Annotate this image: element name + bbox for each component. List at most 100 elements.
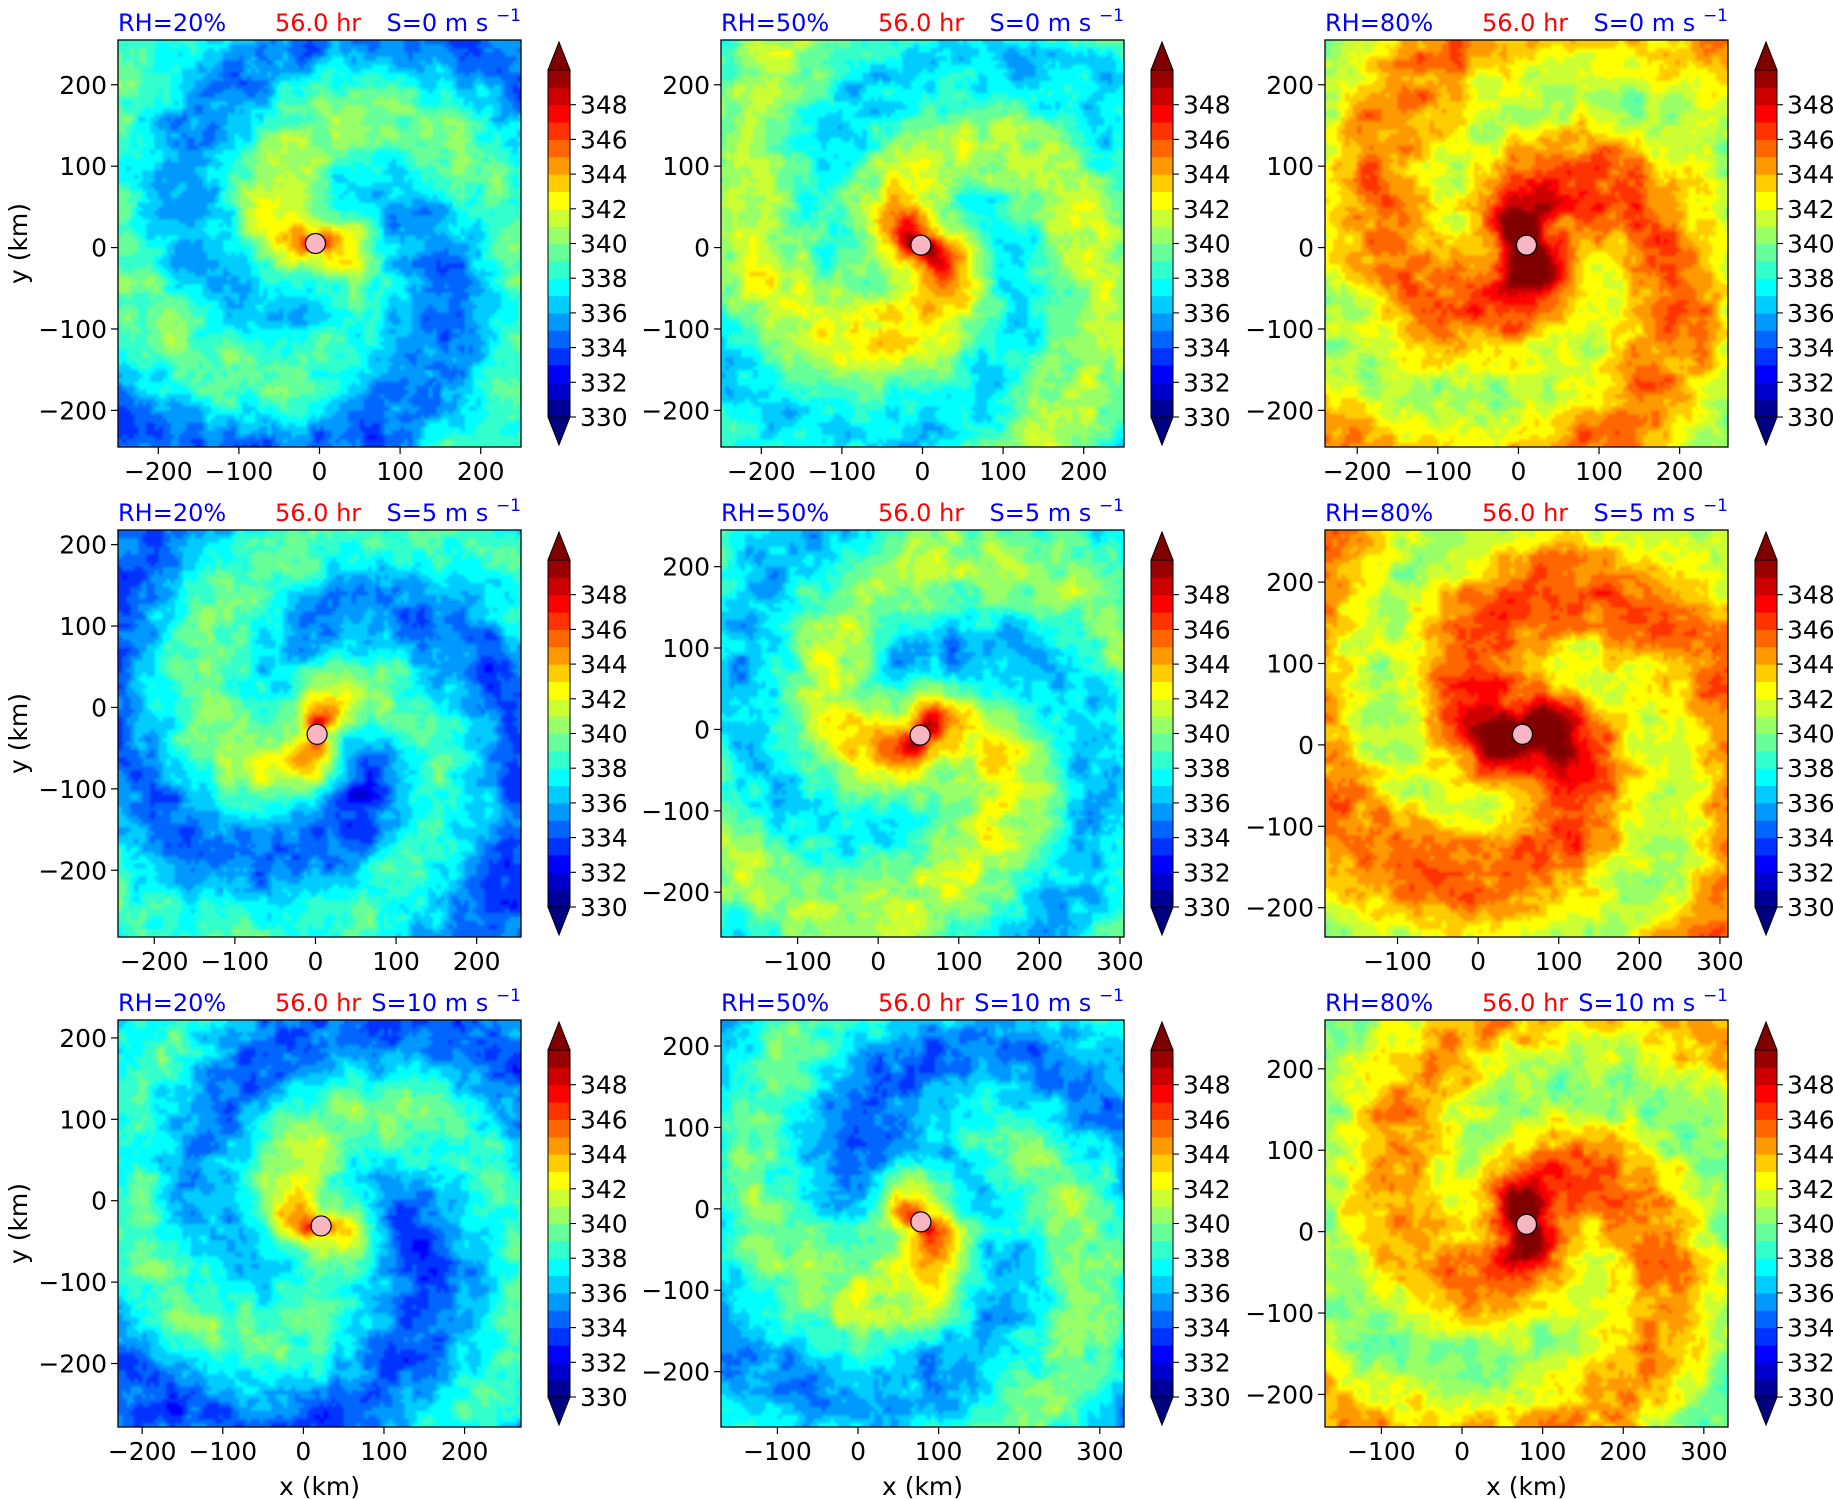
colorbar-level <box>1755 785 1777 804</box>
colorbar-tick-label: 344 <box>1183 160 1231 189</box>
colorbar: 330 332 334 336 338 340 342 344 346 348 <box>1754 530 1833 937</box>
storm-center-marker <box>1515 234 1538 256</box>
colorbar-level <box>1755 664 1777 682</box>
x-tick-label: −200 <box>124 457 193 486</box>
colorbar-level <box>1151 1275 1173 1294</box>
colorbar-level <box>1151 191 1173 210</box>
colorbar-level <box>1755 226 1777 244</box>
colorbar: 330 332 334 336 338 340 342 344 346 348 <box>1754 40 1833 447</box>
colorbar-tick-label: 334 <box>1183 824 1231 853</box>
colorbar-level <box>1755 1067 1777 1086</box>
header-rh: RH=20% <box>118 499 226 527</box>
colorbar-tick-label: 344 <box>1787 1140 1833 1169</box>
colorbar-level <box>1151 560 1173 578</box>
colorbar-level <box>1151 1171 1173 1190</box>
colorbar-level <box>1755 577 1777 596</box>
colorbar-extend-max <box>1150 40 1174 71</box>
colorbar-level <box>548 208 570 227</box>
colorbar-tick-label: 342 <box>580 1175 628 1204</box>
colorbar-level <box>548 104 570 123</box>
colorbar-level <box>1151 1310 1173 1329</box>
colorbar-level <box>1755 820 1777 839</box>
colorbar-level <box>1755 347 1777 366</box>
colorbar-level <box>1755 1327 1777 1346</box>
x-tick-label: 200 <box>1599 1437 1647 1466</box>
x-tick-label: 100 <box>360 1437 408 1466</box>
shear-exponent: −1 <box>496 986 521 1006</box>
x-tick-label: 100 <box>1575 457 1623 486</box>
colorbar-tick-label: 334 <box>1183 334 1231 363</box>
colorbar-level <box>548 243 570 262</box>
y-tick-label: 0 <box>91 1187 107 1216</box>
y-tick-label: 200 <box>662 71 710 100</box>
colorbar-level <box>548 139 570 158</box>
colorbar-tick-label: 340 <box>580 230 628 259</box>
colorbar-tick-label: 330 <box>1183 893 1231 922</box>
colorbar-tick-label: 348 <box>1183 581 1231 610</box>
colorbar-level <box>1755 733 1777 752</box>
x-tick-label: 0 <box>1470 947 1486 976</box>
colorbar-level <box>548 1292 570 1311</box>
colorbar-level <box>548 1310 570 1329</box>
colorbar-tick-label: 348 <box>580 1071 628 1100</box>
colorbar-level <box>1755 295 1777 314</box>
panel-3: −200 −100 0 100 200 −200 −100 0 100 200 RH=80% 56.0… <box>1245 6 1833 486</box>
x-tick-label: 100 <box>979 457 1027 486</box>
colorbar-extend-min <box>547 1396 571 1427</box>
colorbar-level <box>1755 1136 1777 1155</box>
colorbar-level <box>1151 785 1173 804</box>
colorbar-tick-label: 340 <box>1787 720 1833 749</box>
colorbar-tick-label: 346 <box>1787 125 1833 154</box>
shear-exponent: −1 <box>1703 6 1728 26</box>
colorbar-level <box>1151 768 1173 787</box>
colorbar-level <box>1755 174 1777 192</box>
storm-center-marker <box>310 1215 332 1237</box>
x-tick-label: 0 <box>1510 457 1526 486</box>
colorbar-level <box>1151 1188 1173 1207</box>
y-tick-label: 200 <box>662 553 710 582</box>
colorbar-level <box>1151 1136 1173 1155</box>
x-tick-label: 300 <box>1680 1437 1728 1466</box>
colorbar-tick-label: 332 <box>1787 368 1833 397</box>
colorbar-tick-label: 344 <box>1183 1140 1231 1169</box>
colorbar-extend-min <box>547 416 571 447</box>
colorbar-tick-label: 330 <box>580 893 628 922</box>
colorbar-level <box>1755 802 1777 821</box>
y-tick-label: 200 <box>662 1032 710 1061</box>
colorbar-level <box>1755 191 1777 210</box>
y-tick-label: −200 <box>1245 1380 1314 1409</box>
colorbar-tick-label: 348 <box>1183 91 1231 120</box>
colorbar-tick-label: 334 <box>1787 334 1833 363</box>
colorbar-tick-label: 346 <box>1183 1105 1231 1134</box>
colorbar: 330 332 334 336 338 340 342 344 346 348 <box>1150 1020 1231 1427</box>
x-tick-label: 0 <box>850 1437 866 1466</box>
header-rh: RH=50% <box>721 989 829 1017</box>
colorbar-level <box>548 278 570 297</box>
colorbar-extend-min <box>1150 1396 1174 1427</box>
header-time: 56.0 hr <box>275 989 361 1017</box>
colorbar-tick-label: 342 <box>1183 1175 1231 1204</box>
header-rh: RH=50% <box>721 499 829 527</box>
y-tick-label: −100 <box>1245 1299 1314 1328</box>
y-tick-label: −100 <box>38 315 107 344</box>
colorbar-level <box>1151 208 1173 227</box>
colorbar-level <box>548 820 570 839</box>
plot-frame <box>117 529 522 938</box>
storm-center-marker <box>1515 1213 1538 1235</box>
x-tick-label: 200 <box>1016 947 1064 976</box>
colorbar-tick-label: 334 <box>1787 1314 1833 1343</box>
colorbar-level <box>548 646 570 665</box>
storm-center-marker <box>306 723 328 745</box>
colorbar-tick-label: 334 <box>1183 1314 1231 1343</box>
y-tick-label: −100 <box>1245 812 1314 841</box>
colorbar-tick-label: 348 <box>580 581 628 610</box>
colorbar-level <box>548 330 570 349</box>
x-tick-label: 0 <box>915 457 931 486</box>
colorbar-level <box>548 1188 570 1207</box>
header-rh: RH=80% <box>1325 499 1433 527</box>
colorbar-extend-min <box>1754 906 1778 937</box>
header-shear: S=5 m s −1 <box>1594 496 1728 527</box>
colorbar-level <box>548 382 570 401</box>
colorbar-level <box>548 87 570 106</box>
colorbar-level <box>1151 70 1173 88</box>
